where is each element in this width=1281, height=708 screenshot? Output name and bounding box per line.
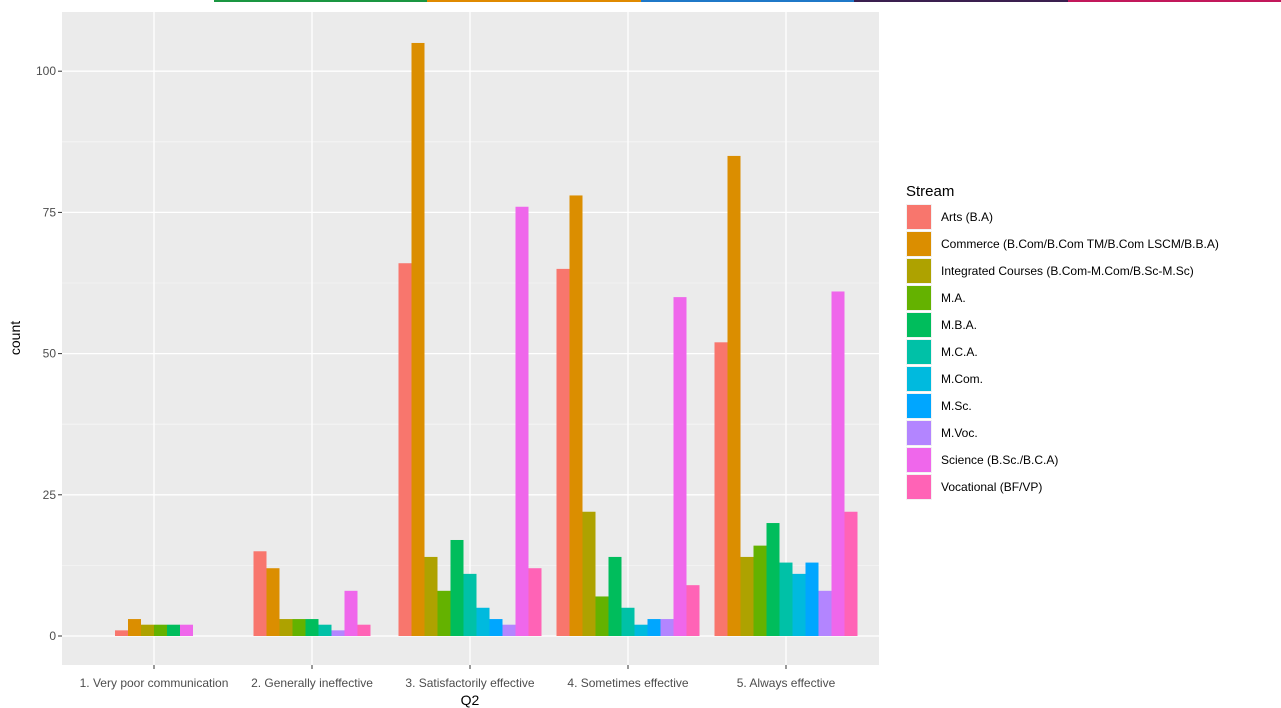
legend-label: Vocational (BF/VP) — [941, 480, 1042, 494]
bar — [128, 619, 141, 636]
legend-key-swatch — [907, 232, 931, 256]
bar — [556, 268, 570, 636]
bar — [279, 619, 293, 636]
legend-label: M.B.A. — [941, 318, 977, 332]
bar — [844, 511, 858, 636]
legend-label: Arts (B.A) — [941, 210, 993, 224]
bar — [831, 291, 845, 636]
bar — [569, 195, 583, 636]
bar — [450, 539, 464, 636]
bar — [305, 619, 319, 636]
bar — [608, 556, 622, 636]
legend-label: M.A. — [941, 291, 966, 305]
bar — [476, 607, 490, 636]
bar — [437, 590, 451, 636]
x-tick-label: 1. Very poor communication — [80, 676, 229, 690]
bar — [582, 511, 596, 636]
legend-key-swatch — [907, 475, 931, 499]
legend-label: M.Voc. — [941, 426, 978, 440]
legend: Stream Arts (B.A) Commerce (B.Com/B.Com T… — [906, 183, 1219, 500]
bar — [292, 619, 306, 636]
y-tick-label: 50 — [43, 347, 57, 361]
bar — [357, 624, 371, 636]
bar — [253, 551, 267, 636]
legend-label: M.Sc. — [941, 399, 972, 413]
bar — [673, 297, 687, 636]
bar — [411, 42, 425, 636]
bar — [660, 619, 674, 636]
bar — [818, 590, 832, 636]
bar — [792, 573, 806, 636]
strip-segment — [640, 0, 854, 2]
bar — [115, 630, 128, 636]
bar — [686, 585, 700, 636]
bar — [740, 556, 754, 636]
y-axis-title: count — [7, 321, 23, 355]
bar — [595, 596, 609, 636]
bar — [463, 573, 477, 636]
legend-key-swatch — [907, 286, 931, 310]
bar — [502, 624, 516, 636]
bar — [779, 562, 793, 636]
x-tick-label: 5. Always effective — [737, 676, 836, 690]
bars-layer — [115, 42, 858, 637]
legend-title: Stream — [906, 183, 954, 200]
strip-segment — [213, 0, 427, 2]
bar — [727, 155, 741, 637]
strip-segment — [0, 0, 214, 2]
legend-key-swatch — [907, 340, 931, 364]
bar — [141, 624, 154, 636]
bar — [167, 624, 180, 636]
legend-key-swatch — [907, 259, 931, 283]
bar — [344, 590, 358, 636]
legend-label: Science (B.Sc./B.C.A) — [941, 453, 1058, 467]
x-tick-label: 3. Satisfactorily effective — [405, 676, 534, 690]
y-tick-label: 0 — [49, 629, 56, 643]
bar — [318, 624, 332, 636]
legend-key-swatch — [907, 448, 931, 472]
legend-key-swatch — [907, 367, 931, 391]
strip-segment — [854, 0, 1068, 2]
y-axis: 0 25 50 75 100 — [36, 64, 62, 643]
x-axis-title: Q2 — [461, 692, 480, 708]
legend-label: Commerce (B.Com/B.Com TM/B.Com LSCM/B.B.… — [941, 237, 1219, 251]
strip-segment — [427, 0, 641, 2]
bar — [266, 568, 280, 636]
legend-key-swatch — [907, 313, 931, 337]
legend-label: M.Com. — [941, 372, 983, 386]
x-axis: 1. Very poor communication 2. Generally i… — [80, 665, 836, 690]
bar — [398, 263, 412, 636]
x-tick-label: 2. Generally ineffective — [251, 676, 373, 690]
bar — [489, 619, 503, 636]
strip-segment — [1067, 0, 1281, 2]
bar — [515, 206, 529, 636]
x-tick-label: 4. Sometimes effective — [567, 676, 688, 690]
bar — [528, 568, 542, 636]
y-tick-label: 100 — [36, 64, 56, 78]
legend-key-swatch — [907, 421, 931, 445]
y-tick-label: 75 — [43, 205, 57, 219]
legend-key-swatch — [907, 205, 931, 229]
bar — [647, 619, 661, 636]
legend-key-swatch — [907, 394, 931, 418]
bar — [331, 630, 345, 636]
window-top-strip — [0, 0, 1281, 2]
bar — [805, 562, 819, 636]
bar — [753, 545, 767, 636]
bar — [634, 624, 648, 636]
bar — [180, 624, 193, 636]
major-gridlines — [62, 12, 879, 665]
legend-label: Integrated Courses (B.Com-M.Com/B.Sc-M.S… — [941, 264, 1194, 278]
bar — [154, 624, 167, 636]
bar — [766, 523, 780, 636]
bar — [621, 607, 635, 636]
y-tick-label: 25 — [43, 488, 57, 502]
bar — [424, 556, 438, 636]
legend-label: M.C.A. — [941, 345, 978, 359]
bar — [714, 342, 728, 636]
